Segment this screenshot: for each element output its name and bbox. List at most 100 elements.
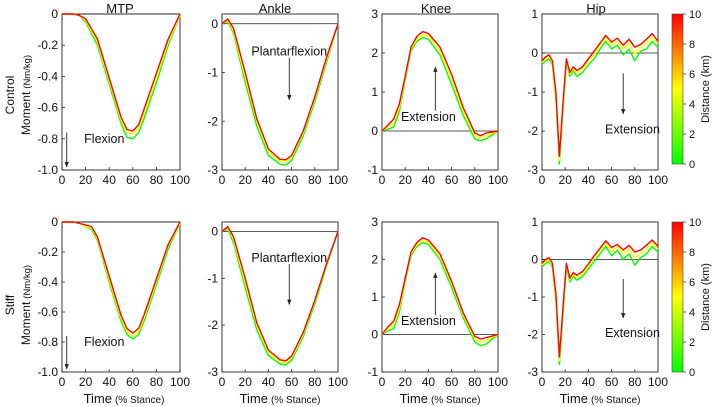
panel-mtp-stiff-xtick-label: 40: [103, 375, 117, 389]
panel-mtp-stiff-frame: [61, 221, 181, 373]
panel-knee-control-ytick-label: 1: [371, 85, 378, 99]
panel-ankle-control-ytick-label: 0: [211, 17, 218, 31]
panel-hip-control-series-10-km: [541, 32, 659, 158]
panel-mtp-stiff-series-0-km: [62, 221, 181, 340]
panel-mtp-control: 0 20 40 60 80 100 0 -0.2 -0.4 -0.6 -0.8 -1.0 Flexion: [37, 7, 190, 187]
colorbar-bottom-tick-label: 10: [689, 217, 701, 229]
panel-mtp-control-ytick-label: -1.0: [37, 163, 58, 177]
panel-mtp-stiff-ytick-label: -1.0: [37, 365, 58, 379]
panel-ankle-control-series-0-km: [221, 20, 339, 166]
panel-ankle-stiff-xtick-label: 60: [285, 375, 299, 389]
panel-knee-control-ytick-label: 2: [371, 46, 378, 60]
panel-knee-control-ytick-label: -1: [367, 163, 378, 177]
panel-hip-stiff-ytick-label: 1: [531, 215, 538, 229]
panel-mtp-stiff-xtick-label: 20: [79, 375, 93, 389]
panel-ankle-stiff-ytick-label: -2: [207, 318, 218, 332]
panel-knee-control-xtick-label: 100: [488, 173, 508, 187]
panel-knee-stiff-annotation-text: Extension: [401, 314, 456, 328]
panel-knee-control-xtick-label: 0: [379, 173, 386, 187]
panel-ankle-control: 0 20 40 60 80 100 0 -1 -2 -3 Plantarflexion: [207, 13, 348, 187]
panel-hip-stiff-xtick-label: 80: [628, 375, 642, 389]
x-axis-label-hip: Time (% Stance): [560, 391, 641, 406]
colorbar-top-tick-label: 0: [689, 159, 695, 171]
panel-knee-stiff-series-5-km: [381, 240, 499, 343]
x-axis-label-ankle: Time (% Stance): [240, 391, 321, 406]
panel-hip-control-xtick-label: 20: [559, 173, 573, 187]
panel-knee-control-frame: [381, 13, 499, 171]
panel-mtp-stiff-ytick-label: -0.2: [37, 245, 58, 259]
panel-mtp-stiff-xtick-label: 60: [126, 375, 140, 389]
column-title-hip: Hip: [586, 1, 606, 16]
panel-knee-control-xtick-label: 40: [422, 173, 436, 187]
panel-hip-control: 0 20 40 60 80 100 1 0 -1 -2 -3 Extension: [527, 7, 668, 187]
panel-hip-stiff-ytick-label: -3: [527, 365, 538, 379]
row-label-stiff-condition: Stiff: [3, 294, 17, 315]
colorbar-bottom-tick-label: 6: [689, 277, 695, 289]
panel-knee-stiff-xtick-label: 80: [468, 375, 482, 389]
colorbar-bottom-tick-label: 2: [689, 337, 695, 349]
panel-ankle-stiff-ytick-label: 0: [211, 224, 218, 238]
panel-hip-stiff-ytick-label: 0: [531, 253, 538, 267]
panel-mtp-stiff-xtick-label: 0: [59, 375, 66, 389]
panel-knee-control-series-10-km: [381, 30, 499, 137]
panel-hip-control-xtick-label: 80: [628, 173, 642, 187]
column-title-knee: Knee: [421, 1, 451, 16]
row-label-stiff-quantity: Moment (Nm/kg): [19, 265, 33, 345]
panel-mtp-stiff-xtick-label: 80: [150, 375, 164, 389]
panel-hip-stiff-xtick-label: 20: [559, 375, 573, 389]
panel-knee-stiff-frame: [381, 221, 499, 373]
panel-hip-control-ytick-label: 0: [531, 46, 538, 60]
panel-mtp-stiff: 0 20 40 60 80 100 0 -0.2 -0.4 -0.6 -0.8 -1.0 Flexion: [37, 215, 190, 389]
x-axis-label-hip-unit: (% Stance): [591, 395, 640, 406]
colorbar-top-tick-label: 4: [689, 99, 695, 111]
column-title-ankle: Ankle: [259, 1, 292, 16]
panel-mtp-control-xtick-label: 100: [170, 173, 190, 187]
x-axis-label-knee-main: Time: [400, 391, 428, 406]
panel-ankle-control-annotation-text: Plantarflexion: [251, 44, 327, 58]
colorbar-bottom-tick-label: 4: [689, 307, 695, 319]
panel-ankle-control-ytick-label: -2: [207, 114, 218, 128]
panel-knee-stiff-ytick-label: -1: [367, 365, 378, 379]
panel-mtp-control-ytick-label: -0.6: [37, 101, 58, 115]
panel-mtp-control-xtick-label: 40: [103, 173, 117, 187]
x-axis-label-mtp: Time (% Stance): [84, 391, 165, 406]
panel-ankle-stiff-ytick-label: -1: [207, 271, 218, 285]
panel-mtp-stiff-ytick-label: -0.6: [37, 305, 58, 319]
panel-knee-stiff-xtick-label: 100: [488, 375, 508, 389]
colorbar-bottom-ticks: 10 8 6 4 2 0: [683, 217, 701, 379]
panel-knee-control-ytick-label: 0: [371, 124, 378, 138]
panel-hip-control-series-5-km: [541, 36, 659, 162]
panel-knee-control-xtick-label: 60: [445, 173, 459, 187]
row-label-control-unit: (Nm/kg): [22, 55, 33, 89]
panel-mtp-control-frame: [61, 13, 181, 171]
panel-ankle-control-series-5-km: [221, 19, 339, 163]
colorbar-top-label: Distance (km): [700, 55, 712, 123]
colorbar-top-tick-label: 2: [689, 129, 695, 141]
panel-mtp-stiff-ytick-label: -0.4: [37, 275, 58, 289]
panel-mtp-stiff-series-10-km: [62, 221, 181, 334]
column-title-mtp: MTP: [106, 1, 133, 16]
x-axis-label-mtp-unit: (% Stance): [115, 395, 164, 406]
panel-ankle-stiff-series-5-km: [221, 226, 339, 364]
panel-hip-stiff-xtick-label: 40: [582, 375, 596, 389]
panel-ankle-stiff-frame: [221, 221, 339, 373]
x-axis-label-ankle-unit: (% Stance): [271, 395, 320, 406]
panel-mtp-stiff-series-5-km: [62, 221, 181, 337]
panel-ankle-control-ytick-label: -1: [207, 66, 218, 80]
panel-ankle-control-xtick-label: 100: [328, 173, 348, 187]
panel-ankle-stiff-xtick-label: 100: [328, 375, 348, 389]
panel-hip-control-xtick-label: 40: [582, 173, 596, 187]
panel-hip-control-xtick-label: 60: [605, 173, 619, 187]
panel-ankle-stiff-series-0-km: [221, 228, 339, 366]
panel-hip-stiff-xtick-label: 60: [605, 375, 619, 389]
panel-mtp-stiff-ytick-label: 0: [51, 215, 58, 229]
panel-hip-control-xtick-label: 0: [539, 173, 546, 187]
panel-knee-stiff-xtick-label: 40: [422, 375, 436, 389]
panel-ankle-control-xtick-label: 40: [262, 173, 276, 187]
panel-ankle-control-xtick-label: 80: [308, 173, 322, 187]
panel-mtp-control-xtick-label: 20: [79, 173, 93, 187]
panel-mtp-control-ytick-label: -0.8: [37, 132, 58, 146]
colorbar-bottom: 10 8 6 4 2 0 Distance (km): [671, 217, 712, 379]
